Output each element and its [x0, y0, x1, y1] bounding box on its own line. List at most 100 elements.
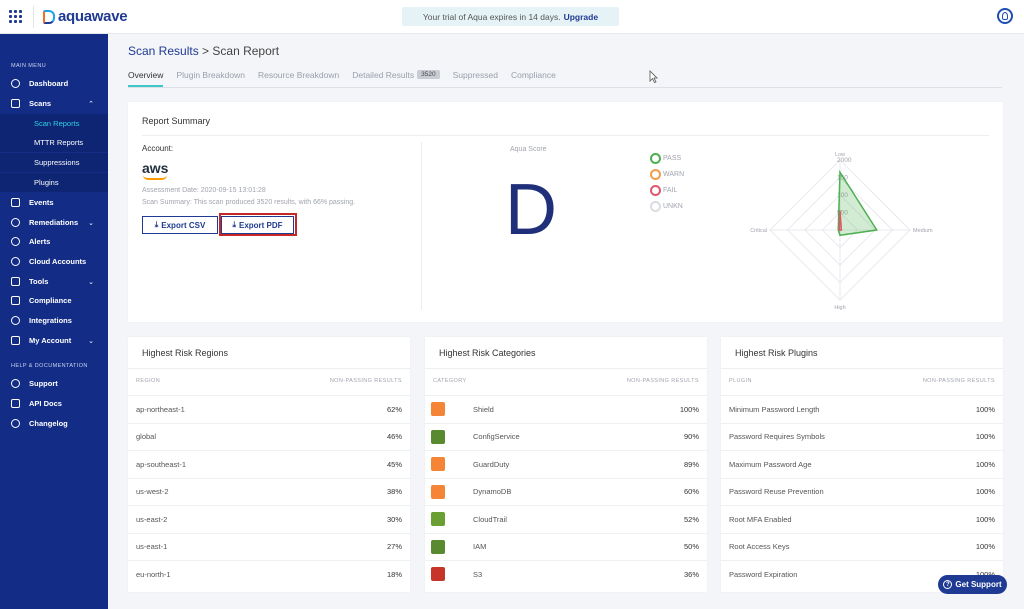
- radar-tick-label: 500: [837, 210, 848, 217]
- aqua-score-grade: D: [505, 170, 557, 250]
- results-count-badge: 3520: [417, 70, 440, 79]
- sidebar-item-integrations[interactable]: Integrations: [0, 311, 108, 330]
- sidebar-item-compliance[interactable]: Compliance: [0, 291, 108, 310]
- iam-service-icon: [431, 539, 445, 554]
- table-row[interactable]: Root MFA Enabled 100%: [721, 505, 1003, 533]
- sidebar-item-changelog[interactable]: Changelog: [0, 414, 108, 433]
- radar-tick-label: 100: [837, 192, 848, 199]
- radar-axis-label: Low: [835, 152, 845, 158]
- sidebar-subitem-mttr-reports[interactable]: MTTR Reports: [0, 133, 108, 152]
- sidebar-item-scans[interactable]: Scans ⌃: [0, 94, 108, 113]
- table-row[interactable]: us-east-2 30%: [128, 505, 410, 533]
- guardduty-service-icon: [431, 457, 445, 472]
- sidebar-item-api-docs[interactable]: API Docs: [0, 394, 108, 413]
- user-avatar-icon[interactable]: [997, 8, 1013, 24]
- table-row[interactable]: us-east-1 27%: [128, 532, 410, 561]
- divider: [142, 135, 989, 136]
- tab-detailed-results[interactable]: Detailed Results 3520: [352, 70, 440, 87]
- radar-series-polygon: [837, 169, 879, 237]
- table-row[interactable]: global 46%: [128, 422, 410, 451]
- sidebar-item-events[interactable]: Events: [0, 193, 108, 212]
- export-csv-button[interactable]: ⤓ Export CSV: [142, 216, 218, 234]
- sidebar-subitem-suppressions[interactable]: Suppressions: [0, 153, 108, 172]
- tools-icon: [11, 277, 20, 286]
- aqua-score-label: Aqua Score: [510, 146, 547, 153]
- table-row[interactable]: Minimum Password Length 100%: [721, 395, 1003, 423]
- sidebar-item-remediations[interactable]: Remediations ⌄: [0, 213, 108, 232]
- radar-axis-label: Medium: [913, 228, 933, 234]
- divider: [128, 368, 410, 369]
- aws-logo: aws: [142, 160, 169, 176]
- table-row[interactable]: ap-northeast-1 62%: [128, 395, 410, 423]
- sidebar-heading-main: MAIN MENU: [11, 63, 47, 69]
- tab-compliance[interactable]: Compliance: [510, 70, 556, 80]
- sidebar-subitem-plugins[interactable]: Plugins: [0, 173, 108, 192]
- config-service-icon: [431, 429, 445, 444]
- table-row[interactable]: GuardDuty 89%: [425, 450, 707, 478]
- export-pdf-button[interactable]: ⤓ Export PDF: [221, 216, 294, 234]
- table-row[interactable]: Password Reuse Prevention 100%: [721, 477, 1003, 506]
- scan-summary: Scan Summary: This scan produced 3520 re…: [142, 199, 356, 206]
- radar-tick-label: 150: [837, 175, 848, 182]
- chevron-down-icon: ⌄: [88, 219, 94, 227]
- app-logo[interactable]: aquawave: [43, 8, 128, 25]
- table-row[interactable]: Shield 100%: [425, 395, 707, 423]
- table-row[interactable]: IAM 50%: [425, 532, 707, 561]
- table-row[interactable]: S3 36%: [425, 560, 707, 588]
- sidebar-item-support[interactable]: Support: [0, 374, 108, 393]
- table-row[interactable]: Maximum Password Age 100%: [721, 450, 1003, 478]
- support-icon: [11, 379, 20, 388]
- divider: [425, 368, 707, 369]
- legend-item-pass[interactable]: PASS: [650, 150, 684, 166]
- regions-title: Highest Risk Regions: [142, 348, 229, 358]
- tab-plugin-breakdown[interactable]: Plugin Breakdown: [176, 70, 245, 80]
- help-icon: ?: [943, 580, 953, 589]
- breadcrumb-separator: >: [202, 44, 210, 58]
- table-row[interactable]: DynamoDB 60%: [425, 477, 707, 506]
- result-legend: PASS WARN FAIL UNKN: [650, 150, 684, 214]
- column-header-region: REGION: [136, 378, 161, 384]
- chevron-up-icon: ⌃: [88, 100, 94, 108]
- app-grid-icon[interactable]: [9, 10, 22, 23]
- app-name: aquawave: [58, 8, 128, 25]
- tab-resource-breakdown[interactable]: Resource Breakdown: [257, 70, 340, 80]
- upgrade-link[interactable]: Upgrade: [563, 11, 599, 22]
- sidebar-item-tools[interactable]: Tools ⌄: [0, 272, 108, 291]
- column-header-plugin: PLUGIN: [729, 378, 752, 384]
- tab-overview[interactable]: Overview: [128, 70, 164, 87]
- table-row[interactable]: us-west-2 38%: [128, 477, 410, 506]
- chevron-down-icon: ⌄: [88, 278, 94, 286]
- sidebar-item-dashboard[interactable]: Dashboard: [0, 74, 108, 93]
- highest-risk-regions-card: Highest Risk Regions REGION NON-PASSING …: [128, 337, 410, 592]
- table-row[interactable]: eu-north-1 18%: [128, 560, 410, 588]
- radar-series-polygon: [838, 210, 843, 232]
- tab-suppressed[interactable]: Suppressed: [452, 70, 498, 80]
- sidebar: MAIN MENU Dashboard Scans ⌃ Scan Reports…: [0, 34, 108, 609]
- table-row[interactable]: ConfigService 90%: [425, 422, 707, 451]
- legend-item-fail[interactable]: FAIL: [650, 182, 684, 198]
- logo-mark-icon: [43, 9, 55, 24]
- legend-item-warn[interactable]: WARN: [650, 166, 684, 182]
- table-row[interactable]: Root Access Keys 100%: [721, 532, 1003, 561]
- cloud-icon: [11, 257, 20, 266]
- sidebar-subitem-scan-reports[interactable]: Scan Reports: [0, 114, 108, 133]
- radar-axis-label: Critical: [750, 228, 767, 234]
- legend-item-unkn[interactable]: UNKN: [650, 198, 684, 214]
- get-support-button[interactable]: ? Get Support: [938, 575, 1007, 594]
- radar-tick-label: 2000: [837, 157, 852, 164]
- categories-title: Highest Risk Categories: [439, 348, 536, 358]
- unknown-circle-icon: [650, 200, 661, 212]
- report-tabs: Overview Plugin Breakdown Resource Break…: [128, 70, 1002, 88]
- table-row[interactable]: ap-southeast-1 45%: [128, 450, 410, 478]
- chevron-down-icon: ⌄: [88, 337, 94, 345]
- table-row[interactable]: Password Requires Symbols 100%: [721, 422, 1003, 451]
- shield-icon: [11, 296, 20, 305]
- breadcrumb-scan-results[interactable]: Scan Results: [128, 44, 199, 58]
- radar-axis-label: High: [834, 305, 845, 311]
- sidebar-item-my-account[interactable]: My Account ⌄: [0, 331, 108, 350]
- table-row[interactable]: CloudTrail 52%: [425, 505, 707, 533]
- table-row[interactable]: Password Expiration100%: [721, 560, 1003, 588]
- sidebar-item-cloud-accounts[interactable]: Cloud Accounts: [0, 252, 108, 271]
- pass-circle-icon: [650, 152, 661, 164]
- sidebar-item-alerts[interactable]: Alerts: [0, 232, 108, 251]
